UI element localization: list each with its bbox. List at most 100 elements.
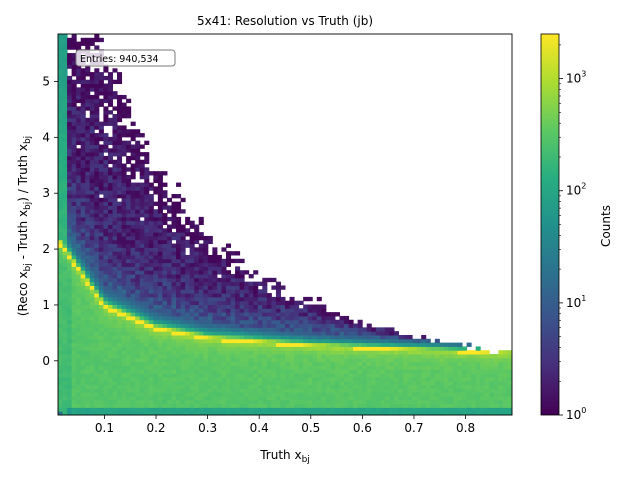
heatmap-cell	[148, 354, 154, 359]
heatmap-cell	[230, 312, 236, 317]
heatmap-cell	[312, 342, 318, 347]
heatmap-cell	[135, 216, 141, 222]
heatmap-cell	[148, 293, 154, 298]
heatmap-cell	[130, 144, 136, 149]
heatmap-cell	[166, 235, 172, 241]
heatmap-cell	[194, 232, 200, 237]
heatmap-cell	[171, 216, 177, 222]
heatmap-cell	[216, 365, 222, 370]
heatmap-cell	[112, 327, 118, 332]
heatmap-cell	[357, 411, 363, 416]
heatmap-cell	[471, 384, 477, 389]
heatmap-cell	[176, 308, 182, 313]
heatmap-cell	[162, 399, 168, 405]
heatmap-cell	[171, 274, 177, 279]
heatmap-cell	[62, 64, 68, 69]
heatmap-cell	[235, 369, 241, 374]
heatmap-cell	[480, 384, 486, 389]
heatmap-cell	[353, 395, 359, 401]
heatmap-cell	[439, 380, 445, 386]
heatmap-cell	[80, 258, 86, 264]
heatmap-cell	[112, 403, 118, 408]
heatmap-cell	[67, 411, 73, 416]
heatmap-cell	[207, 258, 213, 264]
heatmap-cell	[71, 171, 77, 176]
heatmap-cell	[235, 380, 241, 386]
heatmap-cell	[334, 327, 340, 332]
heatmap-cell	[130, 190, 136, 195]
heatmap-cell	[117, 395, 123, 401]
heatmap-cell	[280, 346, 286, 351]
heatmap-cell	[216, 342, 222, 347]
heatmap-cell	[144, 277, 150, 283]
heatmap-cell	[262, 395, 268, 401]
heatmap-cell	[185, 243, 191, 248]
heatmap-cell	[103, 201, 109, 206]
heatmap-cell	[171, 308, 177, 313]
heatmap-cell	[67, 342, 73, 347]
heatmap-cell	[230, 334, 236, 340]
heatmap-cell	[334, 354, 340, 359]
heatmap-cell	[189, 392, 195, 397]
heatmap-cell	[62, 376, 68, 382]
heatmap-cell	[262, 308, 268, 313]
heatmap-cell	[144, 407, 150, 412]
heatmap-cell	[162, 380, 168, 386]
heatmap-cell	[384, 350, 390, 355]
heatmap-cell	[357, 327, 363, 332]
heatmap-cell	[344, 407, 350, 412]
heatmap-cell	[85, 68, 91, 73]
heatmap-cell	[58, 239, 64, 245]
y-axis-label-subscript: bj	[23, 263, 33, 271]
heatmap-cell	[94, 213, 100, 218]
heatmap-cell	[130, 407, 136, 412]
heatmap-cell	[325, 373, 331, 378]
heatmap-cell	[121, 140, 127, 145]
heatmap-cell	[126, 369, 132, 374]
heatmap-cell	[67, 384, 73, 389]
heatmap-cell	[312, 315, 318, 321]
heatmap-cell	[67, 213, 73, 218]
heatmap-cell	[71, 289, 77, 294]
heatmap-cell	[439, 373, 445, 378]
heatmap-cell	[98, 213, 104, 218]
heatmap-cell	[85, 315, 91, 321]
heatmap-cell	[94, 190, 100, 195]
heatmap-cell	[157, 361, 163, 366]
heatmap-cell	[98, 338, 104, 344]
heatmap-cell	[198, 350, 204, 355]
heatmap-cell	[153, 186, 159, 191]
heatmap-cell	[239, 357, 245, 363]
heatmap-cell	[117, 373, 123, 378]
heatmap-cell	[67, 274, 73, 279]
heatmap-cell	[225, 277, 232, 283]
heatmap-cell	[103, 407, 109, 412]
heatmap-cell	[244, 350, 250, 355]
heatmap-cell	[148, 312, 154, 317]
heatmap-cell	[430, 388, 436, 393]
heatmap-cell	[121, 270, 127, 275]
heatmap-cell	[271, 334, 277, 340]
heatmap-cell	[280, 361, 286, 366]
heatmap-cell	[94, 251, 100, 256]
heatmap-cell	[80, 182, 86, 187]
heatmap-cell	[430, 354, 436, 359]
heatmap-cell	[194, 251, 200, 256]
heatmap-cell	[62, 98, 68, 104]
heatmap-cell	[407, 388, 413, 393]
heatmap-cell	[112, 182, 118, 187]
heatmap-cell	[135, 258, 141, 264]
heatmap-cell	[121, 228, 127, 233]
heatmap-cell	[58, 376, 64, 382]
heatmap-cell	[198, 304, 204, 309]
heatmap-cell	[58, 182, 64, 187]
heatmap-cell	[144, 293, 150, 298]
heatmap-cell	[189, 395, 195, 401]
heatmap-cell	[239, 376, 245, 382]
heatmap-cell	[103, 262, 109, 267]
heatmap-cell	[126, 243, 132, 248]
colorbar-tick-base: 10	[566, 72, 581, 86]
heatmap-cell	[489, 376, 495, 382]
heatmap-cell	[452, 392, 459, 397]
heatmap-cell	[58, 117, 64, 123]
